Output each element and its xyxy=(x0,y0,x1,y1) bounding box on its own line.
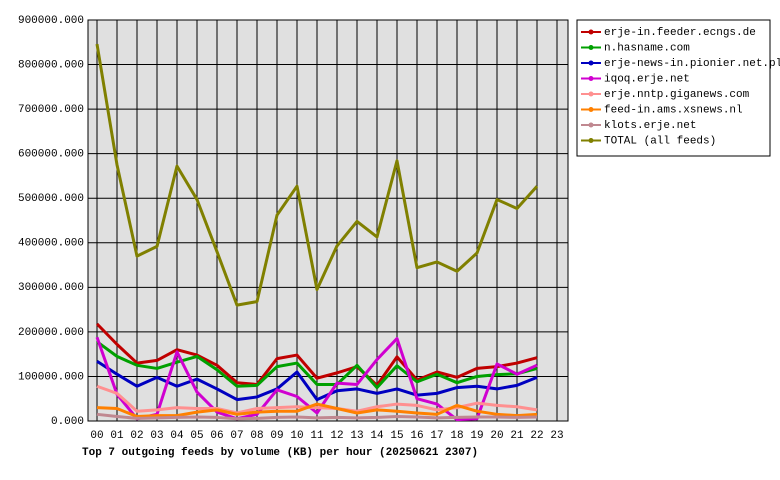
x-tick-label: 12 xyxy=(330,430,343,442)
x-tick-label: 01 xyxy=(110,430,124,442)
chart-title: Top 7 outgoing feeds by volume (KB) per … xyxy=(82,447,478,459)
series-line xyxy=(96,340,538,390)
plot-border xyxy=(87,19,569,422)
series-line xyxy=(96,360,538,402)
x-tick-label: 09 xyxy=(270,430,283,442)
y-tick-label: 800000.000 xyxy=(18,59,84,71)
y-tick-label: 300000.000 xyxy=(18,282,84,294)
x-tick-label: 11 xyxy=(310,430,324,442)
series-line xyxy=(96,412,538,421)
series-line xyxy=(96,402,538,419)
y-tick-label: 0.000 xyxy=(51,416,84,428)
y-tick-label: 200000.000 xyxy=(18,327,84,339)
y-tick-label: 400000.000 xyxy=(18,238,84,250)
y-tick-label: 700000.000 xyxy=(18,104,84,116)
x-tick-label: 19 xyxy=(470,430,483,442)
legend-label: n.hasname.com xyxy=(604,42,690,54)
x-tick-label: 15 xyxy=(390,430,403,442)
series-line xyxy=(95,43,539,307)
series-line xyxy=(95,322,538,387)
legend-marker xyxy=(588,76,594,81)
legend-marker xyxy=(588,60,594,66)
x-tick-label: 13 xyxy=(350,430,363,442)
legend-label: erje.nntp.giganews.com xyxy=(604,89,750,101)
y-tick-label: 900000.000 xyxy=(18,15,84,27)
x-tick-label: 00 xyxy=(90,430,103,442)
x-tick-label: 17 xyxy=(430,430,443,442)
legend-box xyxy=(576,19,771,157)
x-tick-label: 05 xyxy=(190,430,203,442)
y-tick-label: 500000.000 xyxy=(18,193,84,205)
legend-label: erje-in.feeder.ecngs.de xyxy=(604,27,756,39)
plot-area xyxy=(88,20,568,421)
x-tick-label: 21 xyxy=(510,430,524,442)
x-tick-label: 02 xyxy=(130,430,143,442)
y-tick-label: 600000.000 xyxy=(18,149,84,161)
x-tick-label: 06 xyxy=(210,430,223,442)
legend-label: klots.erje.net xyxy=(604,120,696,132)
legend-marker xyxy=(588,138,594,143)
legend-marker xyxy=(588,122,594,128)
x-tick-label: 18 xyxy=(450,430,463,442)
x-tick-label: 04 xyxy=(170,430,184,442)
x-tick-label: 07 xyxy=(230,430,243,442)
legend-marker xyxy=(588,29,594,35)
legend-label: iqoq.erje.net xyxy=(604,73,690,85)
x-tick-label: 10 xyxy=(290,430,303,442)
x-tick-label: 14 xyxy=(370,430,384,442)
x-tick-label: 08 xyxy=(250,430,263,442)
legend-marker xyxy=(588,91,594,97)
y-tick-label: 100000.000 xyxy=(18,371,84,383)
x-tick-label: 03 xyxy=(150,430,163,442)
legend-marker xyxy=(588,45,594,50)
x-tick-label: 16 xyxy=(410,430,423,442)
legend-marker xyxy=(588,107,594,112)
x-tick-label: 22 xyxy=(530,430,543,442)
series-line xyxy=(95,336,538,422)
x-tick-label: 20 xyxy=(490,430,503,442)
legend-label: erje-news-in.pionier.net.pl xyxy=(604,58,780,70)
legend-label: feed-in.ams.xsnews.nl xyxy=(604,104,743,116)
legend-label: TOTAL (all feeds) xyxy=(604,135,716,147)
x-tick-label: 23 xyxy=(550,430,563,442)
